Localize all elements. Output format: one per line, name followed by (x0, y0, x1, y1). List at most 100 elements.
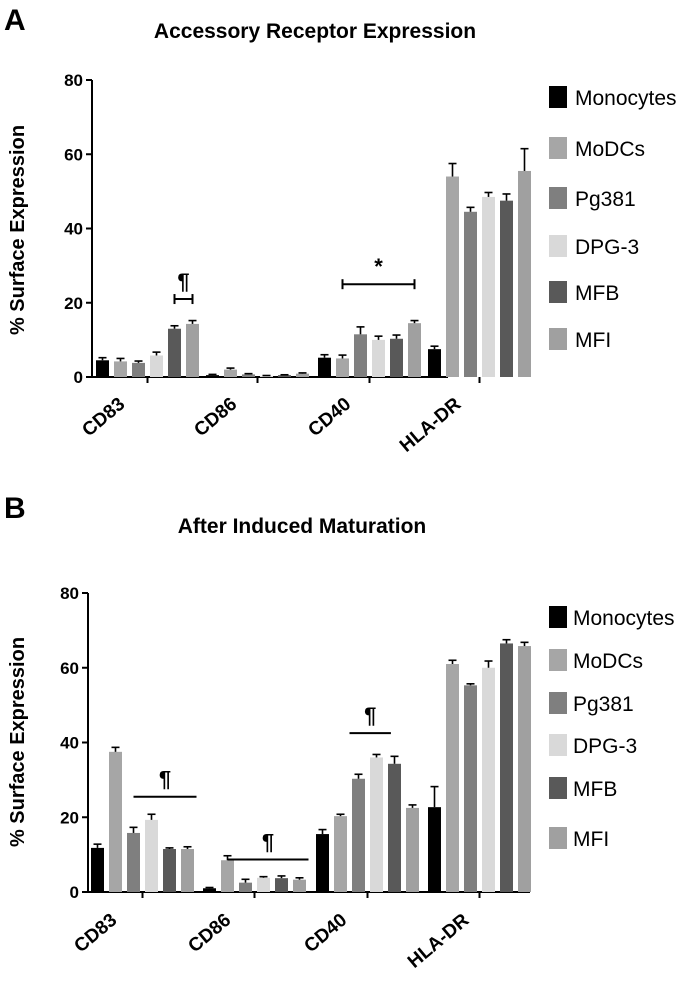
panel-b-legend-swatch (549, 777, 567, 799)
panel-b-bar-dpg-3-cd40 (370, 757, 383, 892)
panel-b-sig-symbol: ¶ (159, 767, 171, 792)
panel-b-bar-dpg-3-hla-dr (482, 667, 495, 892)
panel-b-bar-mfb-hla-dr (500, 643, 513, 892)
panel-a-ytick-label: 80 (64, 71, 83, 90)
panel-a-bar-mfb-hla-dr (500, 200, 513, 377)
panel-b-legend-label: Pg381 (573, 693, 634, 716)
panel-a-bar-modcs-hla-dr (446, 176, 459, 377)
panel-b-bar-pg381-hla-dr (464, 685, 477, 892)
panel-b-legend-swatch (549, 734, 567, 756)
panel-a-ylabel: % Surface Expression (7, 125, 29, 335)
panel-b-category-label: CD86 (185, 910, 236, 957)
panel-b-legend-swatch (549, 692, 567, 714)
panel-b-category-label: CD83 (71, 910, 122, 957)
panel-b-bar-modcs-hla-dr (446, 664, 459, 892)
panel-a-legend-label: MFI (575, 329, 611, 352)
panel-a-bar-pg381-cd83 (132, 362, 145, 377)
panel-a-bar-mfb-cd86 (278, 375, 291, 377)
panel-a-legend-swatch (549, 187, 567, 209)
panel-b-category-label: HLA-DR (404, 910, 473, 973)
panel-a-bar-dpg-3-hla-dr (482, 196, 495, 377)
panel-b-legend-label: DPG-3 (573, 735, 637, 758)
panel-b-bar-monocytes-hla-dr (428, 807, 441, 892)
panel-a-bar-monocytes-cd86 (206, 375, 219, 377)
panel-a-category-label: CD86 (191, 394, 242, 441)
panel-b-bar-monocytes-cd86 (203, 888, 216, 892)
panel-b-legend-swatch (549, 827, 567, 849)
panel-a-legend-swatch (549, 281, 567, 303)
panel-b-legend-label: MoDCs (573, 650, 643, 673)
panel-b-bar-modcs-cd86 (221, 860, 234, 892)
panel-a-category-label: CD83 (79, 394, 130, 441)
panel-b-bar-monocytes-cd83 (91, 847, 104, 892)
panel-b-legend-label: MFB (573, 778, 617, 801)
panel-a-bar-mfb-cd83 (168, 328, 181, 377)
panel-a-bar-pg381-hla-dr (464, 211, 477, 377)
panel-a-bar-monocytes-cd40 (318, 357, 331, 377)
panel-b-bar-mfb-cd86 (275, 878, 288, 892)
panel-a-legend-label: MoDCs (575, 138, 645, 161)
panel-b-legend-label: MFI (573, 828, 609, 851)
panel-b-bar-modcs-cd40 (334, 816, 347, 892)
panel-a-bar-pg381-cd86 (242, 374, 255, 377)
panel-a-bar-dpg-3-cd86 (260, 375, 273, 377)
panel-a-plot: 0 20 40 60 80 CD83 CD86 CD40 HLA-DR ¶ * Monocytes Mo… (64, 71, 676, 457)
panel-b-bar-modcs-cd83 (109, 751, 122, 892)
panel-a-ytick-label: 40 (64, 220, 83, 239)
panel-a-ytick-label: 0 (74, 368, 83, 387)
panel-b-bar-mfi-hla-dr (518, 646, 531, 892)
panel-a-letter: A (4, 4, 26, 37)
panel-a-category-label: CD40 (305, 394, 356, 441)
panel-b-bar-mfi-cd86 (293, 879, 306, 892)
panel-b-bar-dpg-3-cd83 (145, 819, 158, 892)
panel-a-bar-modcs-cd83 (114, 361, 127, 377)
panel-b-bar-pg381-cd83 (127, 832, 140, 892)
panel-a-bar-dpg-3-cd40 (372, 339, 385, 377)
panel-b-bar-pg381-cd86 (239, 882, 252, 892)
panel-b-sig-symbol: ¶ (364, 703, 376, 728)
panel-a-legend-swatch (549, 137, 567, 159)
panel-b-ytick-label: 0 (70, 883, 79, 902)
panel-a-bar-modcs-cd86 (224, 369, 237, 377)
panel-a-legend-label: MFB (575, 282, 619, 305)
panel-b-ytick-label: 60 (60, 659, 79, 678)
panel-b-legend-swatch (549, 649, 567, 671)
panel-a-legend-swatch (549, 235, 567, 257)
panel-a-bar-mfb-cd40 (390, 338, 403, 377)
panel-b-bar-mfi-cd83 (181, 849, 194, 892)
panel-a-legend-swatch (549, 328, 567, 350)
panel-a-category-label: HLA-DR (396, 394, 465, 457)
panel-a-bar-pg381-cd40 (354, 334, 367, 377)
panel-a-bar-mfi-hla-dr (518, 170, 531, 377)
panel-a-sig-symbol: ¶ (177, 269, 189, 294)
panel-b-sig-symbol: ¶ (262, 829, 274, 854)
panel-b-bar-mfi-cd40 (406, 807, 419, 892)
panel-b-ytick-label: 20 (60, 808, 79, 827)
panel-b-legend-swatch (549, 606, 567, 628)
panel-b-bar-dpg-3-cd86 (257, 877, 270, 892)
panel-b-letter: B (4, 492, 26, 525)
panel-b-bar-pg381-cd40 (352, 778, 365, 892)
panel-b-title: After Induced Maturation (178, 515, 427, 538)
panel-a-bar-mfi-cd40 (408, 323, 421, 377)
panel-b-bar-mfb-cd40 (388, 763, 401, 892)
panel-b-ytick-label: 40 (60, 734, 79, 753)
panel-a-legend-label: Monocytes (575, 87, 677, 110)
panel-b-bar-mfb-cd83 (163, 849, 176, 892)
panel-a-bar-modcs-cd40 (336, 358, 349, 377)
panel-b-ylabel: % Surface Expression (7, 637, 29, 847)
panel-a-ytick-label: 20 (64, 294, 83, 313)
panel-a-legend-label: DPG-3 (575, 236, 639, 259)
panel-a-bar-mfi-cd86 (296, 373, 309, 377)
panel-b-ytick-label: 80 (60, 584, 79, 603)
panel-a-legend-swatch (549, 86, 567, 108)
panel-b-plot: 0 20 40 60 80 CD83 CD86 CD40 HLA-DR ¶ ¶ ¶ Monocytes M… (60, 584, 674, 973)
panel-b-bar-monocytes-cd40 (316, 834, 329, 892)
panel-a-bar-monocytes-cd83 (96, 360, 109, 377)
panel-a-title: Accessory Receptor Expression (154, 20, 476, 43)
panel-b-category-label: CD40 (301, 910, 352, 957)
panel-a-bar-dpg-3-cd83 (150, 355, 163, 377)
panel-a-bar-mfi-cd83 (186, 323, 199, 377)
panel-a-sig-symbol: * (374, 254, 383, 279)
